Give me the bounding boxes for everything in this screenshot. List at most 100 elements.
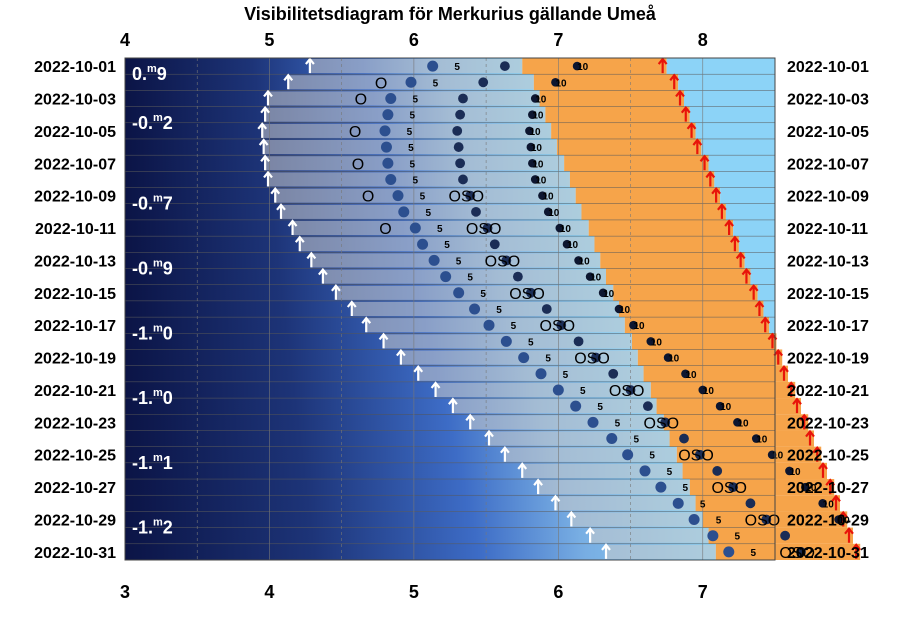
sunrise-arrow — [812, 445, 823, 462]
mercury-dot — [751, 434, 761, 443]
mercury-visible-band — [606, 544, 716, 559]
altitude-label-5: 5 — [410, 111, 416, 122]
altitude-label-10: 10 — [535, 175, 547, 186]
altitude-label-10: 10 — [619, 305, 631, 316]
mercury-dot — [715, 401, 725, 411]
mercury-rise-arrow — [305, 57, 315, 74]
mercury-rise-arrow — [465, 413, 476, 430]
mercury-dot — [622, 449, 634, 461]
magnitude-decimal: 0 — [163, 323, 173, 343]
mercury-dot — [707, 530, 719, 542]
mercury-dot — [655, 481, 667, 493]
altitude-label-10: 10 — [651, 337, 663, 348]
altitude-label-10: 10 — [590, 273, 602, 284]
sunrise-arrow — [831, 494, 841, 511]
day-band — [725, 203, 775, 220]
direction-label: OSO — [779, 545, 815, 562]
magnitude-unit: m — [153, 322, 163, 334]
direction-label: O — [355, 91, 367, 108]
mercury-dot — [489, 239, 500, 250]
date-label-left: 2022-10-07 — [34, 156, 116, 173]
mercury-dot — [585, 272, 595, 281]
magnitude-unit: m — [153, 193, 163, 205]
twilight-band — [594, 236, 739, 253]
mercury-dot — [688, 514, 700, 526]
mercury-visible-band — [555, 496, 696, 511]
sunrise-arrow — [699, 154, 710, 171]
twilight-band — [539, 90, 684, 107]
bottom-tick-label: 5 — [409, 582, 419, 602]
magnitude-unit: m — [153, 517, 163, 529]
date-label-right: 2022-10-29 — [787, 513, 869, 530]
sunrise-arrow — [805, 429, 815, 446]
mercury-rise-arrow — [257, 122, 268, 138]
mercury-dot — [698, 385, 708, 395]
magnitude-label: -0.m7 — [132, 193, 173, 214]
mercury-dot — [590, 352, 601, 363]
direction-label: O — [352, 156, 364, 173]
twilight-band — [588, 219, 734, 237]
mercury-dot — [440, 271, 452, 283]
mercury-dot — [745, 498, 756, 509]
mercury-rise-arrow — [283, 73, 294, 90]
mercury-dot — [417, 238, 429, 250]
altitude-label-5: 5 — [667, 467, 673, 478]
date-label-left: 2022-10-29 — [34, 513, 116, 530]
mercury-dot — [392, 190, 404, 202]
date-label-left: 2022-10-25 — [34, 448, 116, 465]
mercury-rise-arrow — [331, 284, 341, 300]
sunrise-arrow — [773, 348, 784, 365]
day-band — [684, 90, 775, 107]
mercury-visible-band — [292, 220, 589, 236]
day-band — [757, 284, 775, 301]
twilight-band — [637, 349, 783, 366]
mercury-rise-arrow — [430, 381, 441, 397]
mercury-visible-band — [504, 447, 677, 462]
altitude-label-10: 10 — [805, 483, 817, 494]
altitude-label-5: 5 — [407, 127, 413, 138]
day-band — [763, 300, 775, 318]
mercury-dot — [526, 142, 536, 152]
altitude-label-5: 5 — [545, 354, 551, 365]
mercury-dot — [572, 61, 582, 71]
altitude-label-5: 5 — [563, 370, 569, 381]
direction-label: OSO — [644, 415, 680, 432]
altitude-label-10: 10 — [839, 516, 851, 527]
mercury-dot — [551, 77, 560, 87]
mercury-dot — [574, 256, 583, 265]
altitude-label-10: 10 — [703, 386, 715, 397]
mercury-dot — [499, 61, 510, 71]
mercury-visible-band — [275, 188, 576, 203]
sunrise-arrow — [724, 219, 734, 236]
mercury-visible-band — [435, 382, 651, 398]
day-band — [666, 58, 775, 75]
altitude-label-5: 5 — [412, 175, 418, 186]
mercury-visible-band — [299, 237, 595, 252]
magnitude-unit: m — [153, 258, 163, 270]
sunrise-arrow — [792, 397, 802, 414]
twilight-band — [682, 462, 827, 480]
date-label-right: 2022-10-13 — [787, 253, 869, 270]
direction-label: OSO — [711, 480, 747, 497]
mercury-dot — [458, 93, 468, 104]
altitude-label-10: 10 — [579, 256, 591, 267]
sunrise-arrow — [748, 284, 759, 300]
mercury-rise-arrow — [260, 154, 270, 171]
magnitude-label: -1.m2 — [132, 517, 173, 538]
date-label-right: 2022-10-11 — [787, 221, 868, 238]
mercury-visible-band — [351, 301, 619, 317]
date-label-right: 2022-10-23 — [787, 415, 869, 432]
magnitude-unit: m — [153, 112, 163, 124]
date-label-right: 2022-10-03 — [787, 91, 869, 108]
mercury-dot — [587, 416, 599, 428]
magnitude-decimal: 2 — [163, 113, 173, 133]
direction-label: OSO — [449, 189, 485, 206]
twilight-band — [545, 106, 690, 123]
mercury-rise-arrow — [396, 348, 406, 365]
mercury-dot — [801, 482, 810, 492]
mercury-visible-band — [265, 156, 565, 171]
date-label-left: 2022-10-09 — [34, 189, 116, 206]
direction-label: O — [349, 124, 361, 141]
altitude-label-10: 10 — [548, 208, 560, 219]
twilight-band — [676, 446, 822, 463]
